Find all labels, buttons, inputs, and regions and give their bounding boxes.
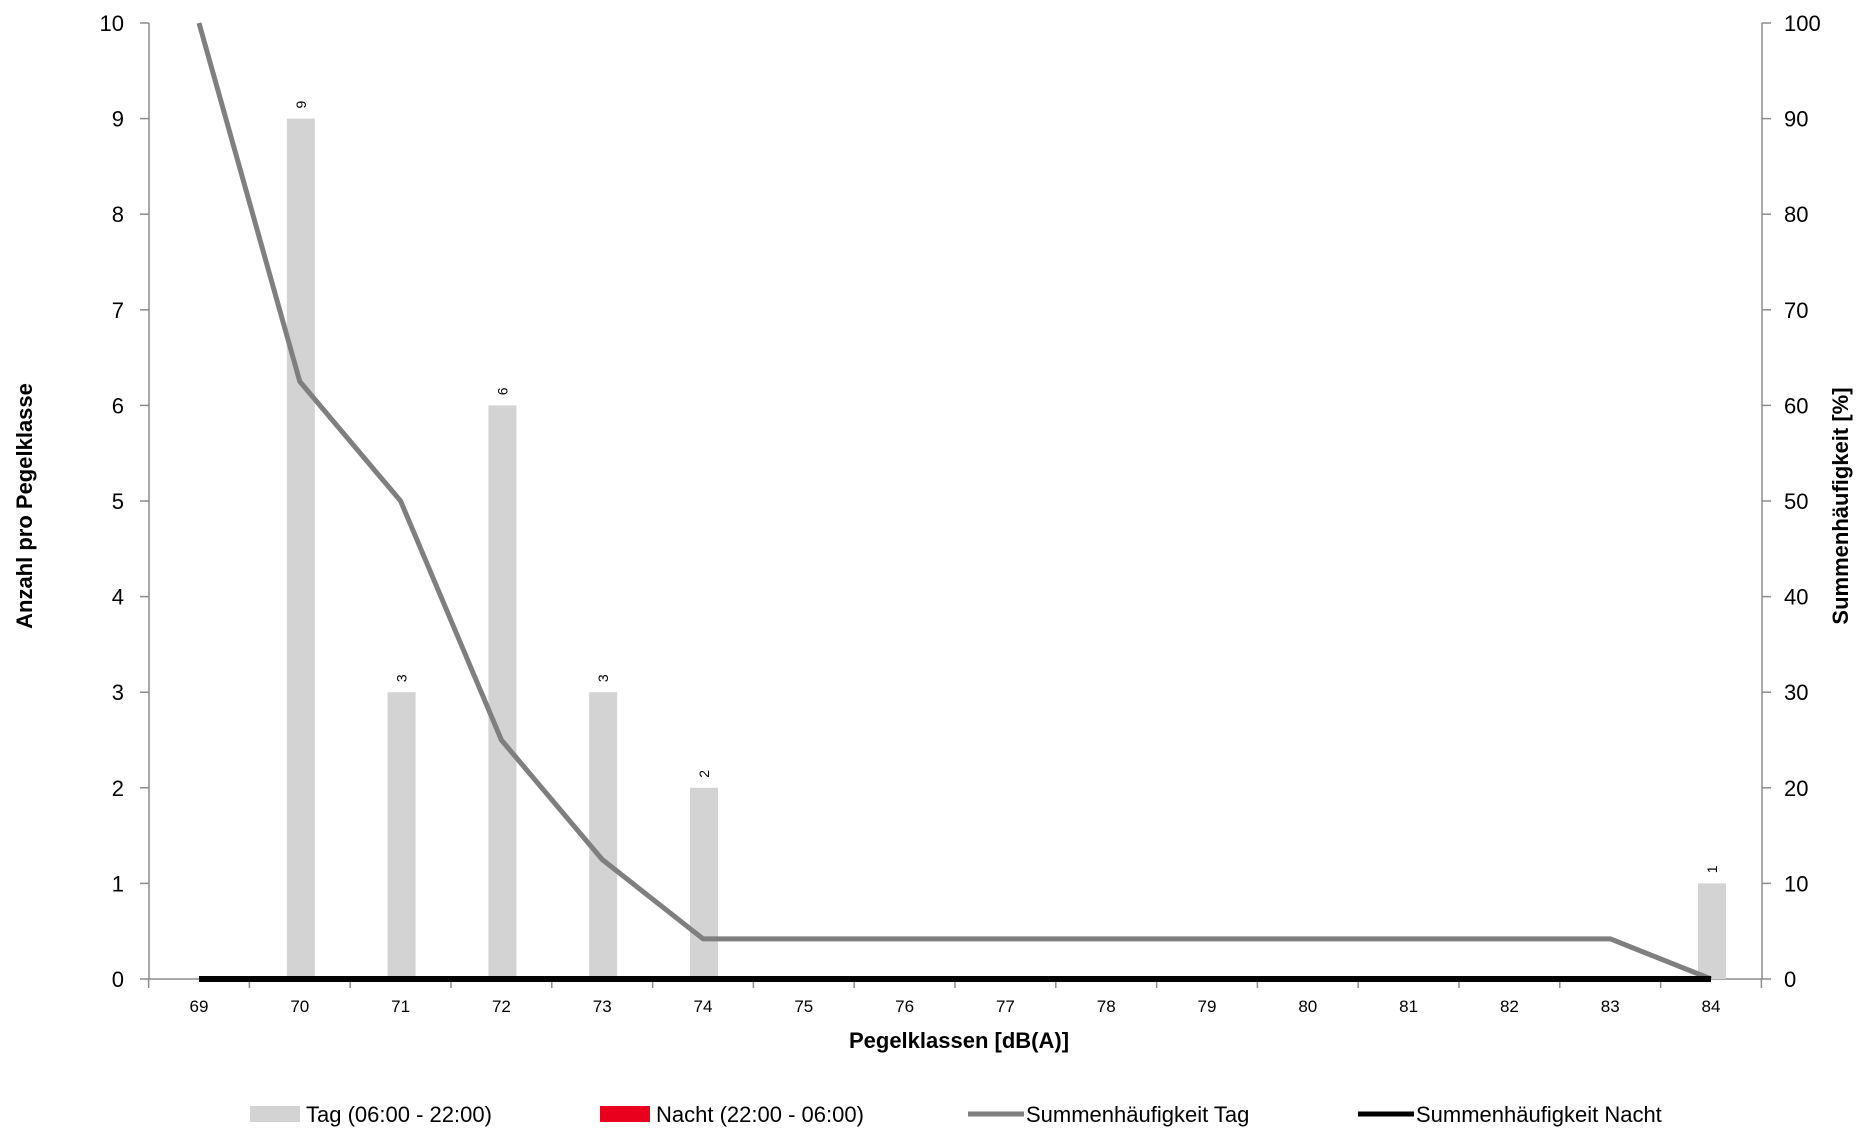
data-label: 6 (494, 387, 510, 395)
y2-tick-label: 90 (1784, 107, 1808, 132)
data-label: 9 (293, 100, 309, 108)
y-tick-label: 2 (112, 776, 124, 801)
y-tick-label: 4 (112, 585, 124, 610)
bar (387, 692, 416, 979)
y-axis-title: Anzahl pro Pegelklasse (12, 383, 37, 629)
bar (690, 787, 718, 979)
bar (1698, 883, 1726, 979)
x-tick-label: 79 (1198, 997, 1217, 1016)
y-tick-label: 10 (100, 11, 124, 36)
y-tick-label: 5 (112, 489, 124, 514)
data-label: 2 (696, 770, 712, 778)
x-tick-label: 78 (1097, 997, 1116, 1016)
legend-label: Summenhäufigkeit Nacht (1416, 1102, 1662, 1127)
series-line-tag (196, 22, 1712, 982)
legend-swatch (600, 1106, 650, 1122)
y2-tick-label: 10 (1784, 871, 1808, 896)
y2-tick-label: 50 (1784, 489, 1808, 514)
legend-label: Nacht (22:00 - 06:00) (656, 1102, 864, 1127)
data-label: 1 (1704, 865, 1720, 873)
y2-axis-title: Summenhäufigkeit [%] (1828, 387, 1853, 624)
x-tick-label: 71 (391, 997, 410, 1016)
y-tick-label: 7 (112, 298, 124, 323)
x-tick-label: 69 (190, 997, 209, 1016)
x-tick-label: 80 (1298, 997, 1317, 1016)
x-tick-label: 77 (996, 997, 1015, 1016)
bars-layer (286, 118, 1726, 980)
x-tick-label: 76 (895, 997, 914, 1016)
legend-label: Summenhäufigkeit Tag (1026, 1102, 1249, 1127)
legend-label: Tag (06:00 - 22:00) (306, 1102, 492, 1127)
y-tick-label: 6 (112, 393, 124, 418)
y-tick-label: 1 (112, 871, 124, 896)
y-tick-label: 9 (112, 107, 124, 132)
y2-tick-label: 70 (1784, 298, 1808, 323)
x-tick-label: 83 (1601, 997, 1620, 1016)
y-tick-label: 8 (112, 202, 124, 227)
legend: Tag (06:00 - 22:00) Nacht (22:00 - 06:00)… (250, 1102, 1662, 1127)
y2-tick-label: 100 (1784, 11, 1821, 36)
y2-tick-label: 30 (1784, 680, 1808, 705)
x-tick-label: 72 (492, 997, 511, 1016)
legend-swatch (250, 1106, 300, 1122)
y2-tick-label: 40 (1784, 585, 1808, 610)
y2-tick-label: 20 (1784, 776, 1808, 801)
bar (589, 692, 618, 979)
y2-tick-label: 80 (1784, 202, 1808, 227)
x-tick-label: 82 (1500, 997, 1519, 1016)
y2-tick-label: 0 (1784, 967, 1796, 992)
data-label: 3 (595, 674, 611, 682)
y-tick-label: 0 (112, 967, 124, 992)
labels-layer: 9 3 6 3 2 1 (293, 100, 1720, 873)
lines-layer (196, 22, 1712, 982)
x-tick-label: 73 (593, 997, 612, 1016)
x-tick-label: 81 (1399, 997, 1418, 1016)
bar (488, 405, 517, 979)
x-tick-label: 70 (290, 997, 309, 1016)
y2-tick-label: 60 (1784, 393, 1808, 418)
y-tick-label: 3 (112, 680, 124, 705)
x-tick-label: 75 (794, 997, 813, 1016)
x-tick-label: 84 (1702, 997, 1721, 1016)
x-tick-label: 74 (694, 997, 713, 1016)
data-label: 3 (394, 674, 410, 682)
bar (286, 118, 315, 980)
x-axis-title: Pegelklassen [dB(A)] (849, 1028, 1069, 1053)
